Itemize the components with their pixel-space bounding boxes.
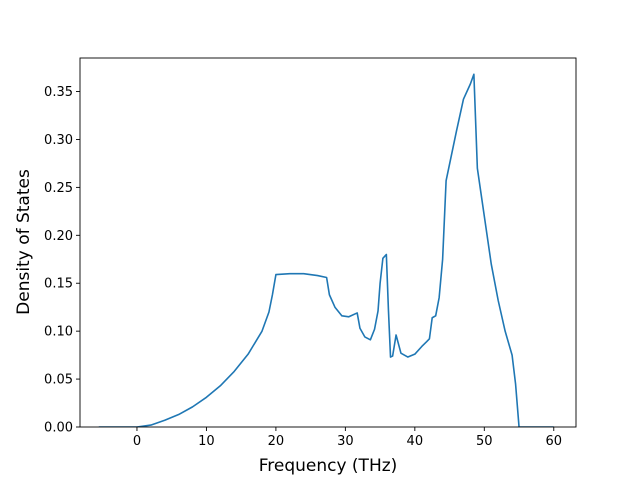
plot-area [79, 57, 577, 428]
x-tick-label: 10 [198, 434, 215, 449]
y-tick-label: 0.20 [44, 229, 73, 244]
series-line-0 [98, 73, 554, 427]
y-tick-label: 0.10 [44, 325, 73, 340]
y-tick-label: 0.35 [44, 85, 73, 100]
y-tick-label: 0.05 [44, 373, 73, 388]
x-tick-label: 20 [268, 434, 285, 449]
x-tick-label: 40 [407, 434, 424, 449]
x-axis-ticks: 0 10 20 30 40 50 60 [133, 427, 562, 449]
y-tick-label: 0.00 [44, 421, 73, 436]
x-tick-label: 0 [133, 434, 141, 449]
y-tick-label: 0.25 [44, 181, 73, 196]
y-tick-label: 0.15 [44, 277, 73, 292]
x-axis-label: Frequency (THz) [259, 456, 398, 476]
x-tick-label: 30 [337, 434, 354, 449]
x-tick-label: 60 [545, 434, 562, 449]
y-tick-label: 0.30 [44, 133, 73, 148]
y-axis-label: Density of States [14, 169, 34, 315]
y-axis-ticks: 0.00 0.05 0.10 0.15 0.20 0.25 0.30 0.35 [44, 85, 80, 436]
axes-frame [79, 57, 577, 428]
x-tick-label: 50 [476, 434, 493, 449]
